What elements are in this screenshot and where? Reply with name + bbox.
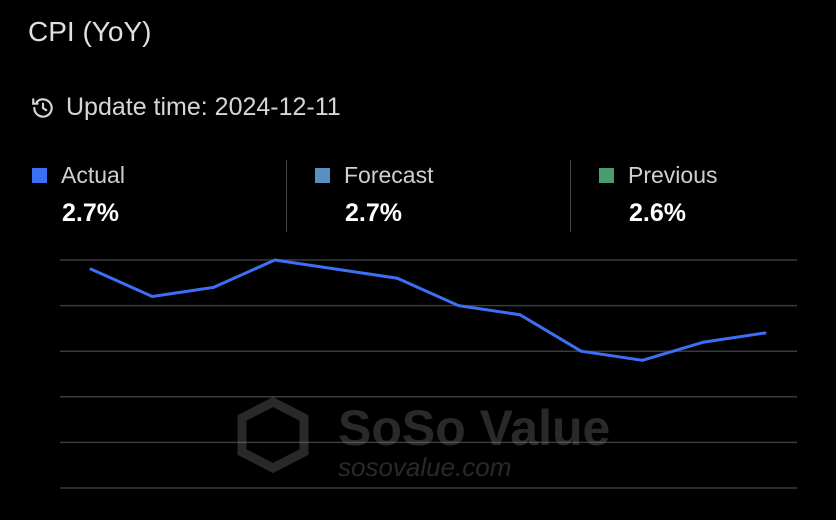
svg-text:sosovalue.com: sosovalue.com bbox=[338, 452, 511, 482]
update-time: Update time: 2024-12-11 bbox=[30, 93, 341, 122]
data-point bbox=[273, 258, 277, 262]
data-point bbox=[395, 276, 399, 280]
update-time-label: Update time: 2024-12-11 bbox=[66, 93, 341, 121]
svg-text:SoSo Value: SoSo Value bbox=[338, 400, 610, 456]
data-point bbox=[579, 349, 583, 353]
divider bbox=[570, 160, 571, 232]
stat-previous: Previous 2.6% bbox=[599, 162, 717, 228]
data-point bbox=[640, 358, 644, 362]
data-point bbox=[457, 304, 461, 308]
series-line bbox=[90, 258, 766, 362]
previous-legend-swatch bbox=[599, 168, 614, 183]
data-point bbox=[518, 313, 522, 317]
stat-label: Actual bbox=[61, 162, 125, 188]
stat-forecast: Forecast 2.7% bbox=[315, 162, 433, 228]
stat-label: Previous bbox=[628, 162, 718, 188]
actual-legend-swatch bbox=[32, 168, 47, 183]
stat-actual: Actual 2.7% bbox=[32, 162, 125, 228]
data-point bbox=[212, 285, 216, 289]
watermark: SoSo Value sosovalue.com bbox=[237, 396, 610, 482]
data-point bbox=[89, 267, 93, 271]
divider bbox=[286, 160, 287, 232]
stat-value: 2.7% bbox=[62, 199, 119, 227]
forecast-legend-swatch bbox=[315, 168, 330, 183]
stat-value: 2.7% bbox=[345, 199, 402, 227]
page-title: CPI (YoY) bbox=[28, 16, 152, 47]
history-clock-icon bbox=[32, 97, 53, 118]
stat-label: Forecast bbox=[344, 162, 434, 188]
data-point bbox=[150, 294, 154, 298]
stat-value: 2.6% bbox=[629, 199, 686, 227]
data-point bbox=[763, 331, 767, 335]
data-point bbox=[702, 340, 706, 344]
data-point bbox=[334, 267, 338, 271]
